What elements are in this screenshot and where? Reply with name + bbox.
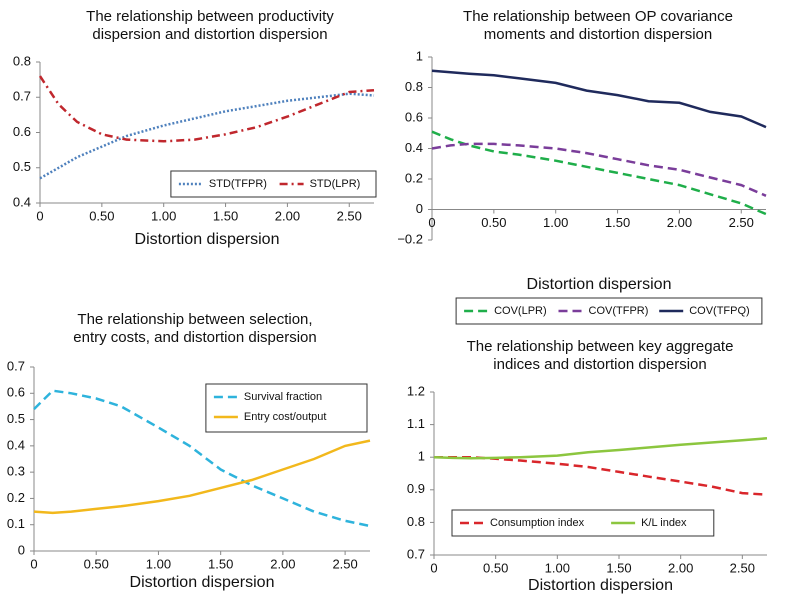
- y-tick-label: 1: [418, 449, 425, 464]
- x-tick-label: 0.50: [483, 560, 508, 575]
- x-tick-label: 0.50: [84, 556, 109, 571]
- y-tick-label: 0.8: [13, 53, 31, 68]
- legend-label: COV(TFPQ): [689, 305, 750, 317]
- y-tick-label: 0.1: [7, 516, 25, 531]
- line-series: [434, 455, 768, 496]
- chart-title: The relationship between OP covariance m…: [463, 8, 733, 43]
- y-tick-label: 0.5: [13, 159, 31, 174]
- y-tick-label: 1.1: [407, 416, 425, 431]
- x-tick-label: 2.50: [337, 208, 362, 223]
- y-tick-label: 0.7: [407, 546, 425, 561]
- x-axis-title: Distortion dispersion: [527, 276, 672, 293]
- line-series: [431, 142, 767, 197]
- x-tick-label: 0: [30, 556, 37, 571]
- legend-box: [205, 383, 368, 433]
- x-tick-label: 1.00: [146, 556, 171, 571]
- x-tick-label: 2.00: [668, 560, 693, 575]
- line-series: [431, 69, 767, 129]
- chart-title: The relationship between productivity di…: [86, 8, 334, 43]
- y-tick-label: 0.6: [13, 124, 31, 139]
- y-tick-label: 0.5: [7, 411, 25, 426]
- x-axis-title: Distortion dispersion: [130, 574, 275, 591]
- y-tick-label: 0.4: [13, 194, 31, 209]
- y-tick-label: 1: [416, 48, 423, 63]
- y-tick-label: −0.2: [397, 231, 423, 246]
- x-tick-label: 2.00: [270, 556, 295, 571]
- y-tick-label: 1.2: [407, 383, 425, 398]
- y-tick-label: 0.9: [407, 481, 425, 496]
- legend-label: Consumption index: [490, 517, 585, 529]
- y-tick-label: 0.8: [407, 514, 425, 529]
- x-axis-title: Distortion dispersion: [135, 231, 280, 248]
- legend-label: STD(LPR): [310, 178, 361, 190]
- x-tick-label: 2.50: [332, 556, 357, 571]
- legend-box: [455, 297, 763, 325]
- x-tick-label: 2.00: [667, 215, 692, 230]
- line-series: [433, 437, 768, 460]
- legend-label: Entry cost/output: [244, 411, 327, 423]
- x-tick-label: 1.00: [545, 560, 570, 575]
- chart-title: The relationship between selection, entr…: [73, 311, 317, 346]
- x-tick-label: 0: [36, 208, 43, 223]
- y-tick-label: 0.4: [7, 437, 25, 452]
- line-series: [39, 92, 375, 180]
- y-tick-label: 0: [18, 542, 25, 557]
- y-tick-label: 0: [416, 201, 423, 216]
- x-tick-label: 2.50: [730, 560, 755, 575]
- x-tick-label: 2.00: [275, 208, 300, 223]
- x-tick-label: 2.50: [729, 215, 754, 230]
- legend-label: Survival fraction: [244, 391, 322, 403]
- line-series: [33, 389, 371, 528]
- x-tick-label: 1.00: [151, 208, 176, 223]
- y-tick-label: 0.3: [7, 464, 25, 479]
- x-tick-label: 0: [430, 560, 437, 575]
- y-tick-label: 0.7: [7, 358, 25, 373]
- y-tick-label: 0.2: [405, 170, 423, 185]
- chart-title: The relationship between key aggregate i…: [466, 338, 734, 373]
- x-tick-label: 0: [428, 215, 435, 230]
- x-tick-label: 0.50: [89, 208, 114, 223]
- x-tick-label: 1.50: [606, 560, 631, 575]
- x-tick-label: 1.00: [543, 215, 568, 230]
- y-tick-label: 0.6: [405, 109, 423, 124]
- y-tick-label: 0.4: [405, 140, 423, 155]
- x-tick-label: 0.50: [481, 215, 506, 230]
- x-tick-label: 1.50: [208, 556, 233, 571]
- legend-label: COV(TFPR): [589, 305, 649, 317]
- y-tick-label: 0.2: [7, 490, 25, 505]
- legend-box: [451, 509, 715, 537]
- line-series: [38, 75, 375, 143]
- x-axis-title: Distortion dispersion: [528, 577, 673, 594]
- y-tick-label: 0.6: [7, 385, 25, 400]
- legend-box: [170, 170, 377, 198]
- legend-label: STD(TFPR): [209, 178, 267, 190]
- x-tick-label: 1.50: [605, 215, 630, 230]
- legend-label: COV(LPR): [494, 305, 547, 317]
- y-tick-label: 0.7: [13, 89, 31, 104]
- line-series: [33, 439, 371, 515]
- y-tick-label: 0.8: [405, 79, 423, 94]
- legend-label: K/L index: [641, 517, 687, 529]
- line-series: [431, 130, 767, 216]
- x-tick-label: 1.50: [213, 208, 238, 223]
